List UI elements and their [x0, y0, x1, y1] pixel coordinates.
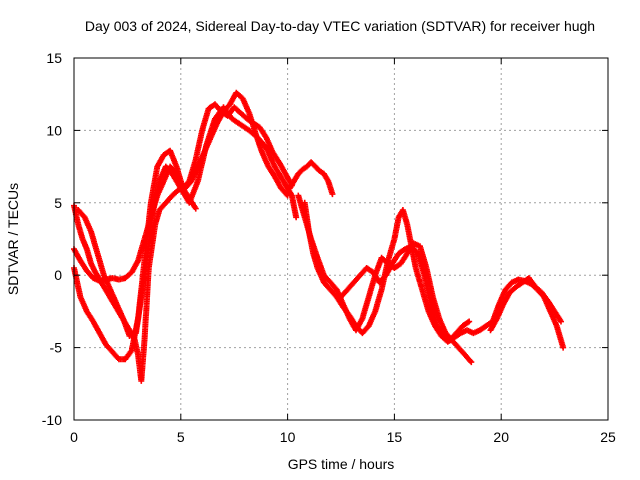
y-axis-label: SDTVAR / TECUs	[5, 183, 21, 295]
series-track-d	[75, 104, 300, 339]
x-tick-label: 25	[600, 429, 616, 445]
y-tick-label: 10	[46, 122, 62, 138]
x-tick-label: 15	[387, 429, 403, 445]
x-tick-label: 0	[70, 429, 78, 445]
data-point	[560, 344, 567, 351]
y-tick-label: -10	[42, 412, 62, 428]
y-tick-label: 15	[46, 50, 62, 66]
series-track-h	[338, 243, 473, 344]
x-axis-label: GPS time / hours	[288, 456, 395, 472]
data-point	[466, 318, 473, 325]
data-point	[192, 205, 199, 212]
data-point	[558, 318, 565, 325]
x-tick-label: 10	[280, 429, 296, 445]
data-point	[293, 214, 300, 221]
x-tick-label: 20	[493, 429, 509, 445]
plot-frame	[73, 57, 609, 421]
data-points	[71, 89, 567, 384]
chart-title: Day 003 of 2024, Sidereal Day-to-day VTE…	[85, 18, 595, 34]
y-tick-label: 0	[54, 267, 62, 283]
grid-lines	[74, 58, 608, 420]
series-track-e	[286, 159, 336, 198]
axis-ticks: 0 5 10 15 20 25 -10 -5 0 5 10 15	[42, 50, 616, 445]
y-tick-label: 5	[54, 195, 62, 211]
y-tick-label: -5	[50, 340, 63, 356]
series-track-i	[487, 275, 565, 334]
data-point	[468, 359, 475, 366]
data-point	[329, 191, 336, 198]
series-track-f	[301, 199, 567, 351]
data-point	[467, 357, 474, 364]
x-tick-label: 5	[177, 429, 185, 445]
